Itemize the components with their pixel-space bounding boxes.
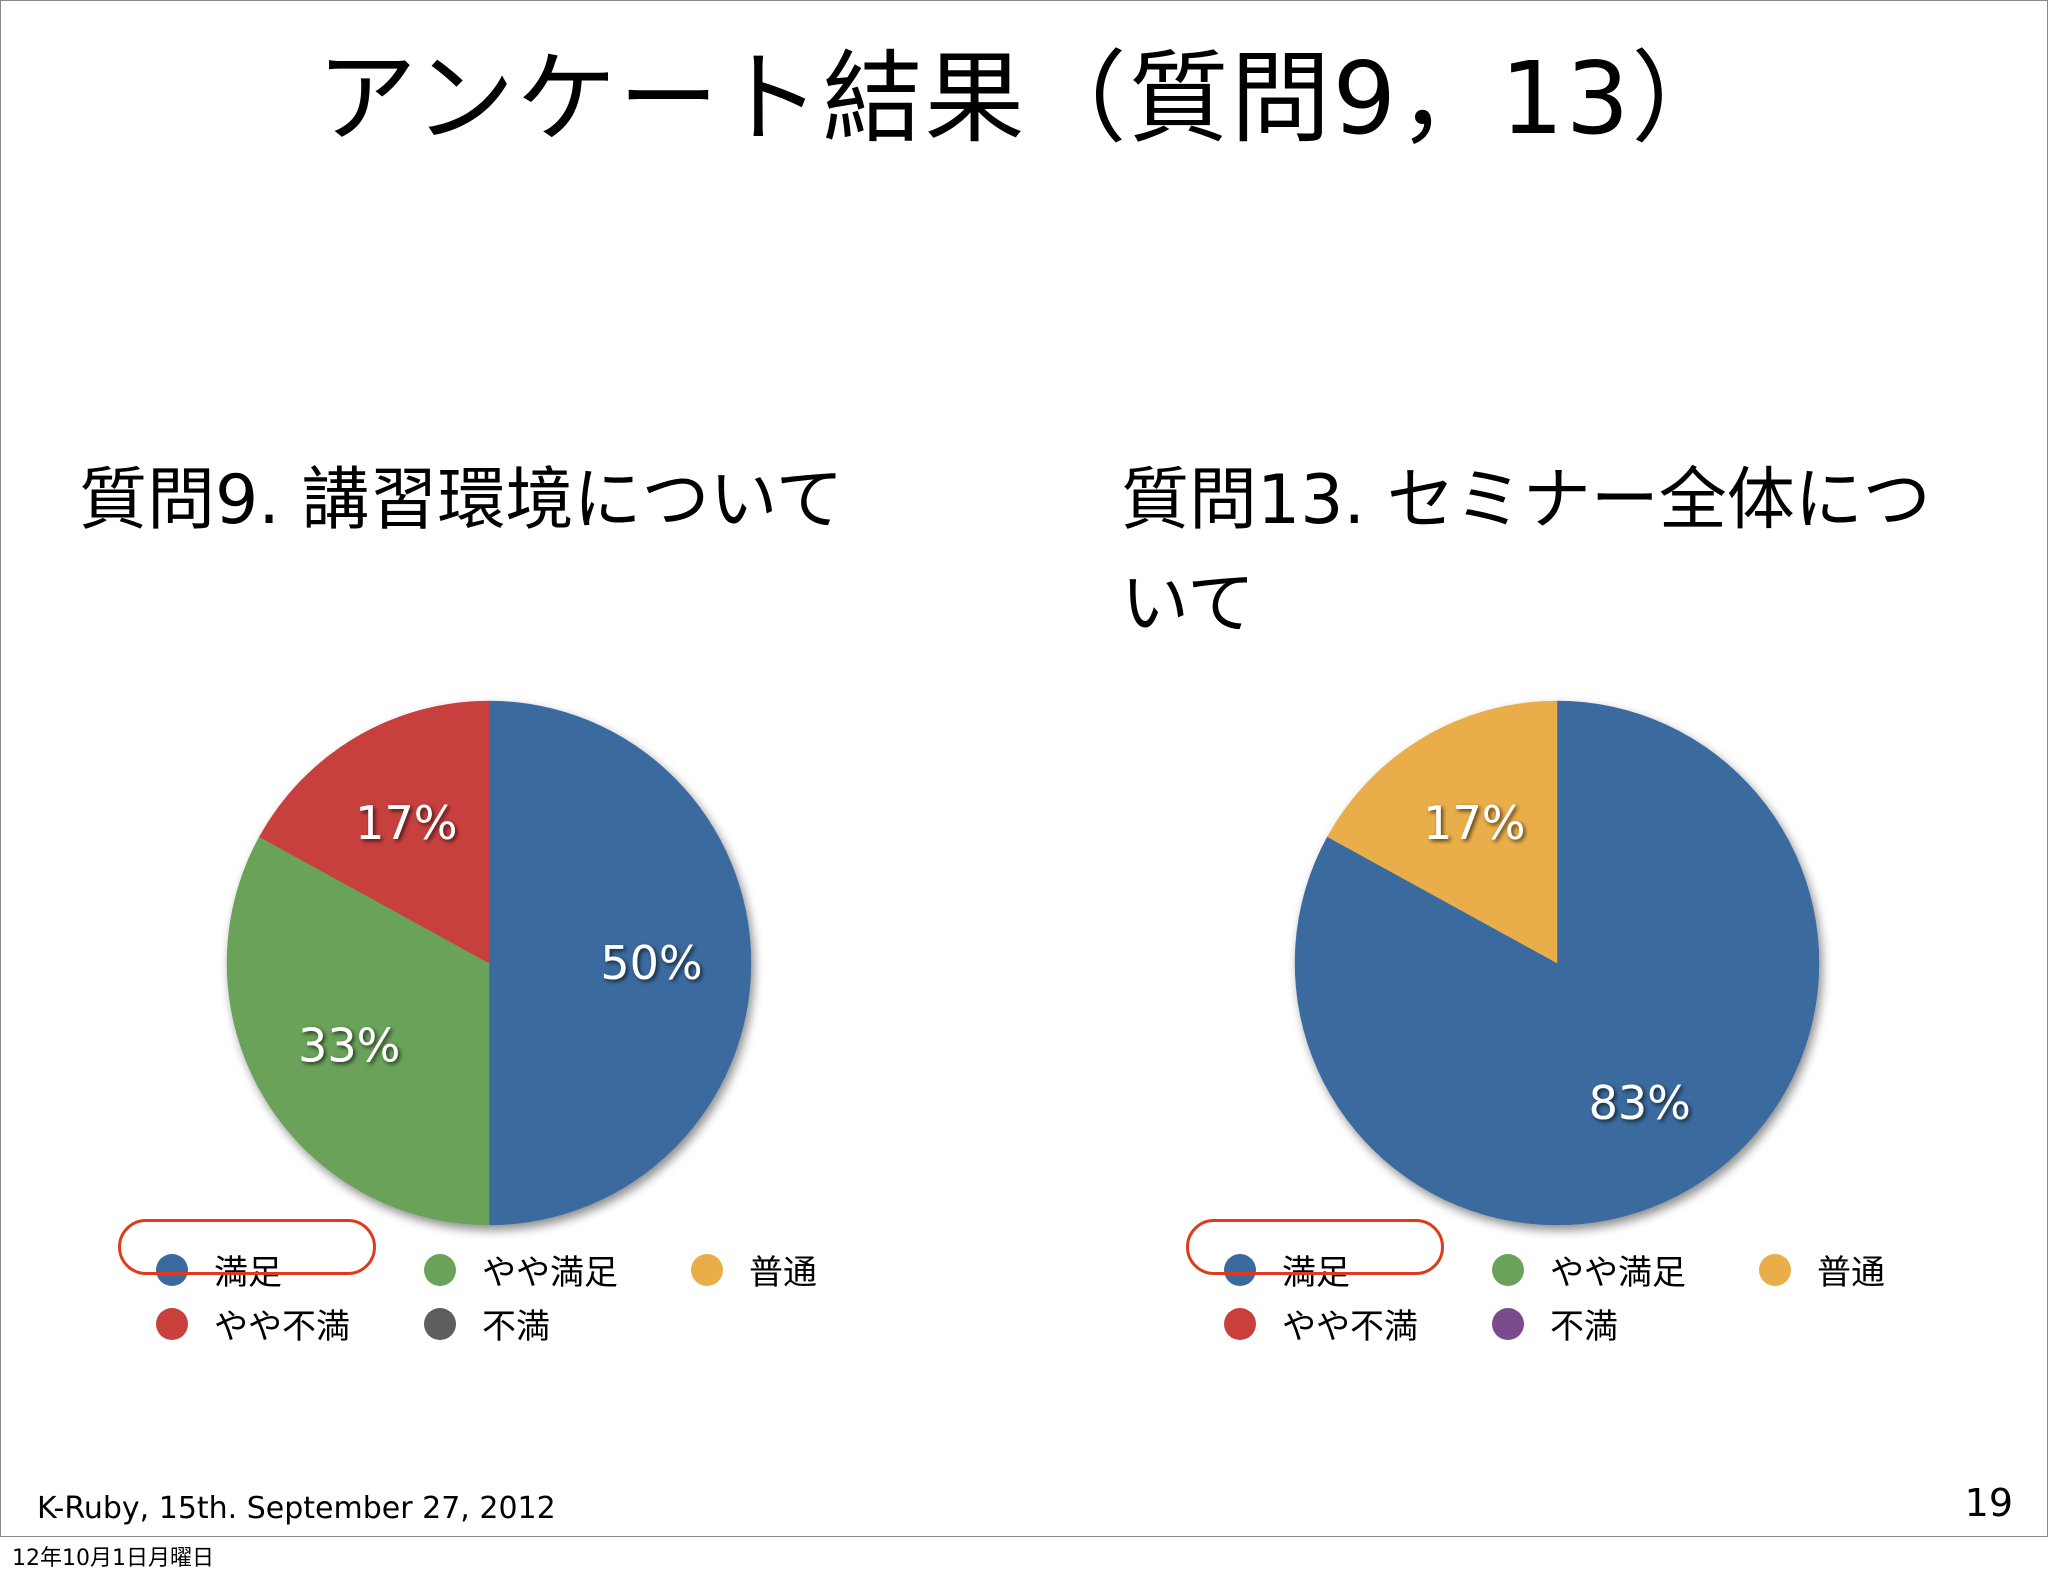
legend-swatch-0-0 xyxy=(156,1253,188,1286)
legend-item-1-2: 普通 xyxy=(1759,1245,1885,1294)
legend-item-1-1: やや満足 xyxy=(1492,1245,1686,1294)
legend-swatch-1-2 xyxy=(1759,1253,1791,1286)
slide-title: アンケート結果（質問9，13） xyxy=(316,40,1734,157)
legend-swatch-1-1 xyxy=(1492,1253,1524,1286)
legend-swatch-0-3 xyxy=(156,1307,188,1340)
pie-slice-1-2 xyxy=(1327,700,1558,964)
chart-1-pie: 50% 33% 17% xyxy=(226,700,752,1226)
page-number: 19 xyxy=(1964,1481,2013,1525)
legend-item-0-4: 不満 xyxy=(424,1299,550,1348)
timestamp: 12年10月1日月曜日 xyxy=(12,1546,214,1571)
legend-swatch-1-4 xyxy=(1492,1307,1524,1340)
pie-label-1-0: 83% xyxy=(1589,1076,1691,1130)
legend-item-1-3: やや不満 xyxy=(1224,1299,1418,1348)
chart-2-pie: 83% 17% xyxy=(1294,700,1820,1226)
legend-label-0-2: 普通 xyxy=(749,1253,817,1293)
slide: アンケート結果（質問9，13） 質問9. 講習環境について 質問13. セミナー… xyxy=(0,0,2048,1537)
chart-1-title: 質問9. 講習環境について xyxy=(79,461,844,540)
legend-item-0-2: 普通 xyxy=(691,1245,817,1294)
pie-label-0-3: 17% xyxy=(355,796,457,850)
pie-slice-0-1 xyxy=(226,836,490,1226)
pie-slice-0-3 xyxy=(259,700,490,964)
legend-highlight-0 xyxy=(118,1219,376,1275)
pie-label-1-2: 17% xyxy=(1423,796,1525,850)
footer-text: K-Ruby, 15th. September 27, 2012 xyxy=(37,1491,556,1526)
legend-item-0-1: やや満足 xyxy=(424,1245,618,1294)
legend-label-0-1: やや満足 xyxy=(482,1253,618,1293)
legend-swatch-1-3 xyxy=(1224,1307,1256,1340)
legend-label-1-1: やや満足 xyxy=(1550,1253,1686,1293)
legend-label-1-4: 不満 xyxy=(1550,1307,1618,1347)
pie-label-0-1: 33% xyxy=(298,1019,400,1073)
legend-swatch-0-1 xyxy=(424,1253,456,1286)
legend-item-1-4: 不満 xyxy=(1492,1299,1618,1348)
legend-label-1-2: 普通 xyxy=(1817,1253,1885,1293)
legend-swatch-0-2 xyxy=(691,1253,723,1286)
pie-slice-1-0 xyxy=(1294,700,1820,1226)
pie-slice-0-0 xyxy=(488,700,752,1226)
legend-label-0-3: やや不満 xyxy=(214,1307,350,1347)
legend-item-0-3: やや不満 xyxy=(156,1299,350,1348)
legend-label-1-3: やや不満 xyxy=(1282,1307,1418,1347)
legend-highlight-1 xyxy=(1186,1219,1444,1275)
pie-label-0-0: 50% xyxy=(600,936,702,990)
chart-2-title: 質問13. セミナー全体について xyxy=(1121,461,1931,644)
legend-swatch-1-0 xyxy=(1224,1253,1256,1286)
legend-swatch-0-4 xyxy=(424,1307,456,1340)
legend-label-0-4: 不満 xyxy=(482,1307,550,1347)
